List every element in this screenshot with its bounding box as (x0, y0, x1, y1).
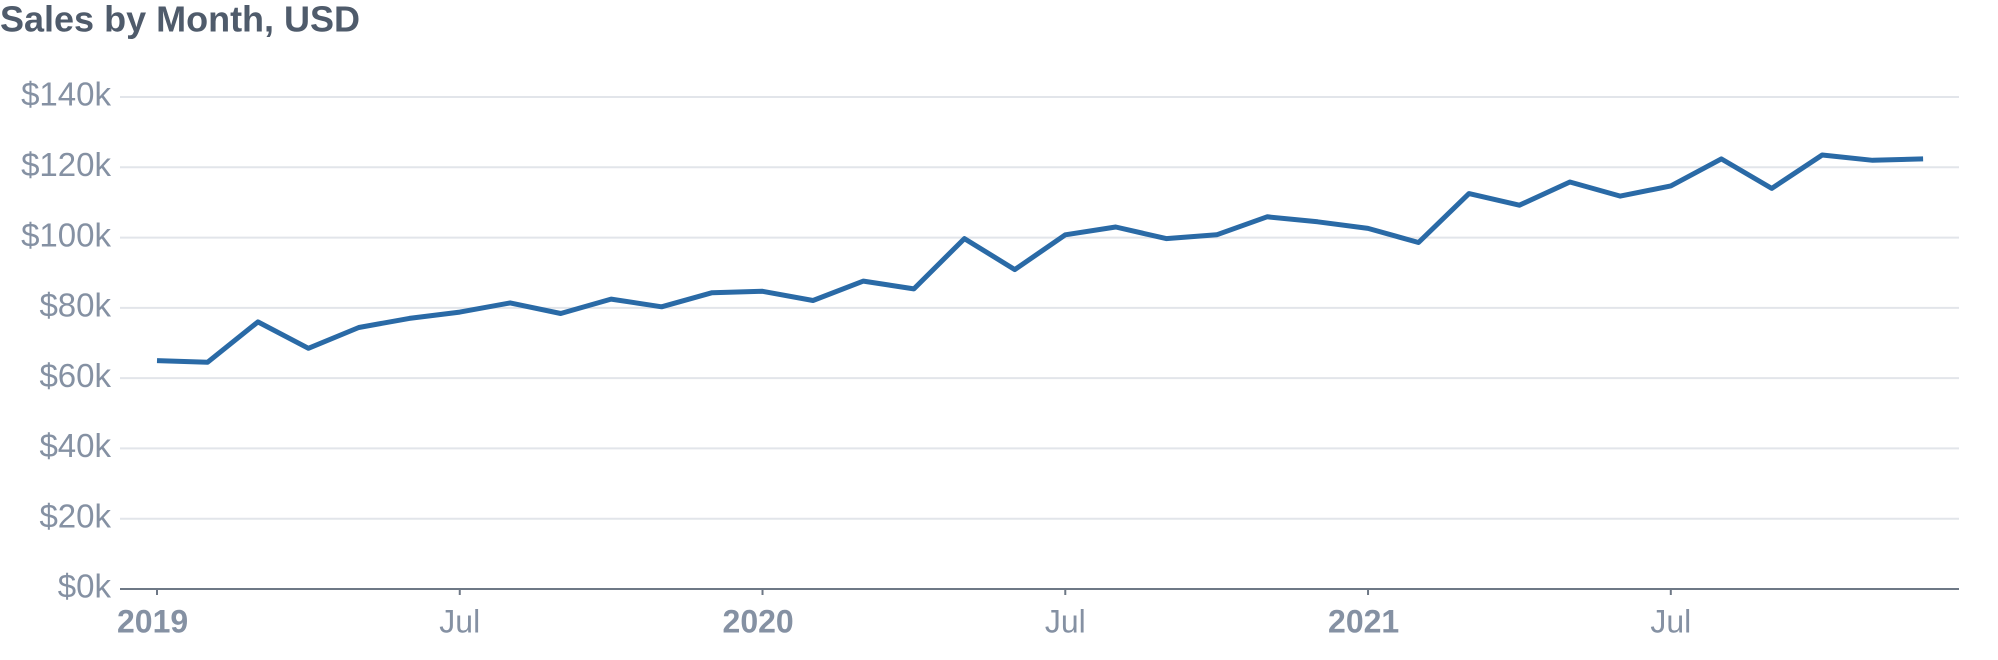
y-tick-label: $140k (21, 76, 111, 113)
x-tick-label: Jul (439, 603, 480, 639)
y-tick-label: $120k (21, 146, 111, 183)
y-tick-label: $40k (39, 427, 111, 464)
x-tick-label: Jul (1650, 603, 1691, 639)
y-tick-label: $60k (39, 357, 111, 394)
chart-title: Sales by Month, USD (0, 0, 360, 40)
y-tick-label: $100k (21, 216, 111, 253)
y-tick-label: $20k (39, 497, 111, 534)
x-tick-label: 2020 (723, 603, 794, 639)
x-tick-label: 2021 (1328, 603, 1399, 639)
x-tick-label: 2019 (117, 603, 188, 639)
y-tick-label: $80k (39, 287, 111, 324)
line (156, 152, 1924, 365)
x-tick-label: Jul (1045, 603, 1086, 639)
y-tick-label: $0k (58, 568, 112, 605)
